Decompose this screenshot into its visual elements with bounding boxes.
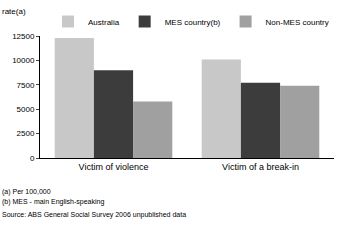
- svg-text:0: 0: [30, 154, 35, 163]
- svg-text:10000: 10000: [12, 56, 35, 65]
- svg-text:Non-MES country: Non-MES country: [266, 18, 329, 27]
- svg-text:(a) Per 100,000: (a) Per 100,000: [2, 188, 51, 196]
- svg-text:7500: 7500: [17, 81, 35, 90]
- svg-text:Victim of violence: Victim of violence: [79, 162, 149, 172]
- svg-text:12500: 12500: [12, 32, 35, 41]
- svg-text:MES country(b): MES country(b): [165, 18, 221, 27]
- svg-text:2500: 2500: [17, 129, 35, 138]
- svg-text:rate(a): rate(a): [2, 7, 26, 16]
- svg-text:Australia: Australia: [88, 18, 120, 27]
- svg-text:Victim of a break-in: Victim of a break-in: [222, 162, 299, 172]
- svg-text:5000: 5000: [17, 105, 35, 114]
- svg-text:Source: ABS General Social Sur: Source: ABS General Social Survey 2006 u…: [2, 211, 186, 219]
- svg-text:(b) MES - main English-speakin: (b) MES - main English-speaking: [2, 198, 104, 206]
